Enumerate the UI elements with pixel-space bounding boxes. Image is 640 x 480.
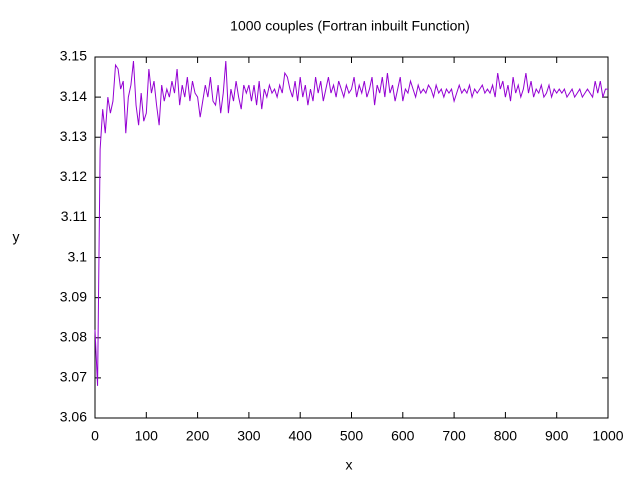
- chart-title: 1000 couples (Fortran inbuilt Function): [230, 18, 470, 34]
- y-tick-label: 3.06: [60, 409, 87, 425]
- x-tick-label: 100: [135, 428, 159, 444]
- y-tick-label: 3.12: [60, 168, 87, 184]
- y-axis-label: y: [13, 229, 20, 245]
- x-tick-label: 200: [186, 428, 210, 444]
- data-line: [94, 60, 608, 386]
- x-axis-label: x: [346, 457, 353, 473]
- y-tick-label: 3.08: [60, 328, 87, 344]
- y-tick-label: 3.13: [60, 128, 87, 144]
- y-tick-label: 3.15: [60, 48, 87, 64]
- x-tick-label: 800: [494, 428, 518, 444]
- x-tick-label: 500: [340, 428, 364, 444]
- x-tick-label: 900: [545, 428, 569, 444]
- x-tick-label: 400: [289, 428, 313, 444]
- x-tick-label: 300: [237, 428, 261, 444]
- plot-border: [94, 56, 609, 419]
- x-tick-label: 1000: [592, 428, 623, 444]
- x-tick-label: 0: [91, 428, 99, 444]
- y-tick-label: 3.11: [61, 208, 87, 224]
- x-tick-label: 600: [391, 428, 415, 444]
- y-tick-label: 3.1: [68, 248, 88, 264]
- y-tick-label: 3.14: [60, 88, 87, 104]
- x-tick-label: 700: [442, 428, 466, 444]
- y-tick-label: 3.09: [60, 288, 87, 304]
- y-tick-label: 3.07: [60, 369, 87, 385]
